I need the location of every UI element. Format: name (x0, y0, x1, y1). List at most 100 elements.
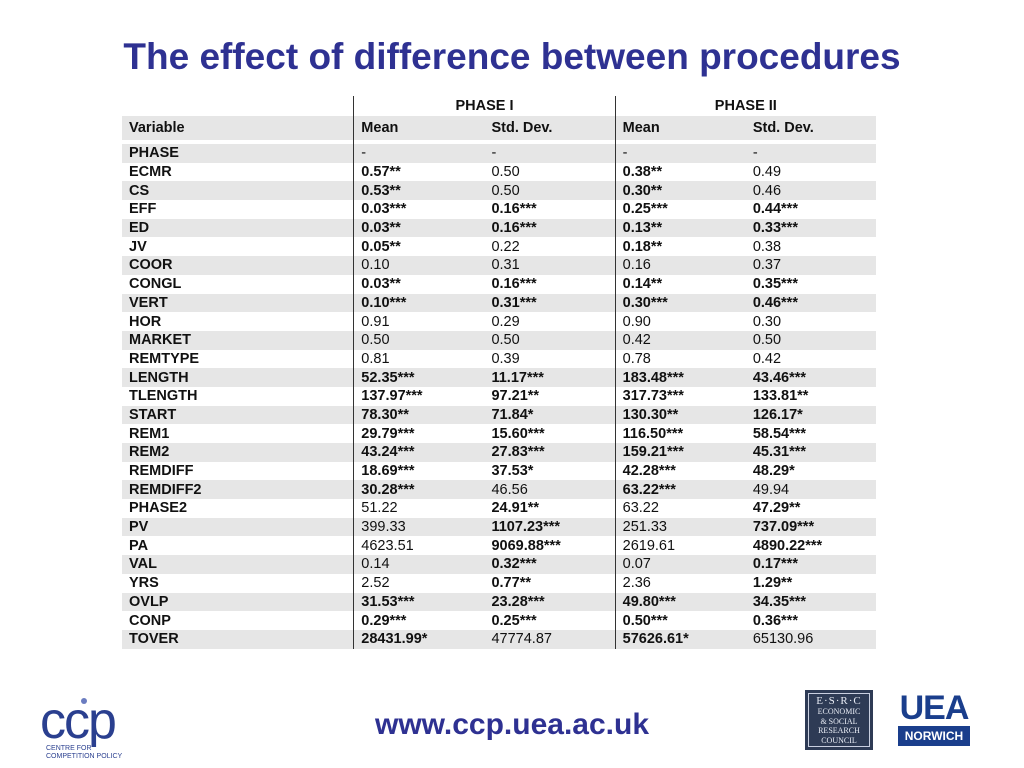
variable-cell: MARKET (122, 330, 354, 350)
table-row: COOR 0.10 0.31 0.16 0.37 (122, 256, 876, 275)
mean-cell-phase-2: 130.30** (614, 405, 746, 425)
column-header-mean-1: Mean (353, 116, 485, 140)
mean-cell-phase-2: 251.33 (614, 517, 746, 537)
std-dev-cell-phase-1: 15.60*** (491, 425, 545, 442)
std-dev-cell-phase-1: - (484, 144, 616, 163)
table-row: REMDIFF2 30.28*** 46.56 63.22*** 49.94 (122, 480, 876, 500)
table-row: PHASE - - - - (122, 144, 876, 163)
std-dev-cell-phase-1: 0.16*** (491, 201, 537, 218)
std-dev-cell-phase-1: 23.28*** (484, 592, 616, 612)
ccp-logo-dot (81, 698, 87, 704)
table-row: REMDIFF 18.69*** 37.53* 42.28*** 48.29* (122, 461, 876, 481)
mean-cell-phase-1: 2.52 (353, 573, 485, 593)
mean-cell-phase-2: 0.90 (614, 312, 746, 331)
mean-cell-phase-1: 28431.99* (353, 629, 485, 649)
table-row: JV 0.05** 0.22 0.18** 0.38 (122, 237, 876, 257)
std-dev-cell-phase-2: 0.17*** (745, 555, 876, 574)
mean-cell-phase-1: 0.57** (353, 162, 485, 182)
std-dev-cell-phase-1: 97.21** (491, 388, 540, 405)
mean-cell-phase-2: 57626.61* (614, 629, 746, 649)
variable-cell: REM1 (129, 425, 170, 442)
std-dev-cell-phase-2: 43.46*** (745, 368, 876, 387)
variable-cell: OVLP (122, 592, 354, 612)
variable-cell: REMDIFF (129, 463, 194, 480)
variable-cell: PV (122, 517, 354, 537)
mean-cell-phase-1: 0.10*** (353, 293, 485, 313)
variable-cell: COOR (122, 256, 354, 275)
column-header-std-1: Std. Dev. (484, 116, 616, 140)
std-dev-cell-phase-2: 737.09*** (745, 517, 876, 537)
std-dev-cell-phase-2: - (745, 144, 876, 163)
mean-cell-phase-1: 0.81 (353, 349, 485, 369)
std-dev-cell-phase-2: 0.38 (752, 238, 782, 255)
table-row: CONGL 0.03** 0.16*** 0.14** 0.35*** (122, 274, 876, 294)
variable-cell: ED (122, 218, 354, 238)
mean-cell-phase-1: 0.10 (353, 256, 485, 275)
std-dev-cell-phase-2: 1.29** (752, 575, 793, 592)
std-dev-cell-phase-2: 0.46 (745, 181, 876, 201)
mean-cell-phase-1: 43.24*** (353, 443, 485, 462)
std-dev-cell-phase-1: 0.31 (484, 256, 616, 275)
std-dev-cell-phase-2: 58.54*** (752, 425, 807, 442)
mean-cell-phase-2: 0.50*** (614, 611, 746, 630)
mean-cell-phase-2: 159.21*** (614, 443, 746, 462)
mean-cell-phase-1: 399.33 (353, 517, 485, 537)
mean-cell-phase-2: 42.28*** (614, 461, 746, 481)
variable-cell: PHASE (122, 144, 354, 163)
std-dev-cell-phase-1: 0.32*** (484, 555, 616, 574)
mean-cell-phase-2: 0.07 (614, 555, 746, 574)
std-dev-cell-phase-2: 0.50 (745, 330, 876, 350)
table-row: MARKET 0.50 0.50 0.42 0.50 (122, 330, 876, 350)
std-dev-cell-phase-1: 0.77** (491, 575, 531, 592)
mean-cell-phase-2: 63.22*** (614, 480, 746, 500)
table-row: START 78.30** 71.84* 130.30** 126.17* (122, 405, 876, 425)
phase-2-header: PHASE II (614, 96, 876, 116)
esrc-logo: E·S·R·C ECONOMIC & SOCIAL RESEARCH COUNC… (805, 690, 873, 750)
std-dev-cell-phase-2: 4890.22*** (752, 537, 823, 554)
std-dev-cell-phase-1: 0.31*** (484, 293, 616, 313)
std-dev-cell-phase-1: 0.16*** (491, 276, 537, 293)
mean-cell-phase-2: 0.14** (614, 274, 746, 294)
std-dev-cell-phase-1: 46.56 (484, 480, 616, 500)
std-dev-cell-phase-2: 0.33*** (745, 218, 876, 238)
mean-cell-phase-1: 18.69*** (353, 461, 485, 481)
uea-norwich-logo: UEA NORWICH (898, 690, 970, 752)
mean-cell-phase-1: 30.28*** (353, 480, 485, 500)
phase-header-row: PHASE I PHASE II (122, 96, 876, 116)
variable-cell: CONP (129, 612, 171, 629)
std-dev-cell-phase-1: 0.50 (484, 181, 616, 201)
variable-cell: REM2 (122, 443, 354, 462)
table-row: ECMR 0.57** 0.50 0.38** 0.49 (122, 162, 876, 182)
std-dev-cell-phase-2: 0.36*** (752, 612, 798, 629)
std-dev-cell-phase-1: 0.39 (491, 350, 520, 367)
variable-cell: REMDIFF2 (122, 480, 354, 500)
variable-cell: LENGTH (122, 368, 354, 387)
std-dev-cell-phase-1: 11.17*** (484, 368, 616, 387)
mean-cell-phase-1: 0.53** (353, 181, 485, 201)
mean-cell-phase-2: 0.42 (614, 330, 746, 350)
std-dev-cell-phase-1: 0.50 (491, 164, 520, 181)
variable-cell: CONGL (129, 276, 182, 293)
mean-cell-phase-2: 317.73*** (614, 386, 746, 406)
std-dev-cell-phase-2: 65130.96 (745, 629, 876, 649)
footer-url[interactable]: www.ccp.uea.ac.uk (375, 708, 649, 741)
table-row: VERT 0.10*** 0.31*** 0.30*** 0.46*** (122, 293, 876, 313)
std-dev-cell-phase-1: 0.22 (491, 238, 520, 255)
variable-cell: ECMR (129, 164, 172, 181)
std-dev-cell-phase-1: 37.53* (491, 463, 534, 480)
column-header-mean-2: Mean (614, 116, 746, 140)
mean-cell-phase-1: 0.14 (353, 555, 485, 574)
variable-cell: VAL (122, 555, 354, 574)
mean-cell-phase-1: 0.05** (353, 237, 485, 257)
std-dev-cell-phase-1: 27.83*** (484, 443, 616, 462)
variable-cell: TOVER (122, 629, 354, 649)
column-header-row: Variable Mean Std. Dev. Mean Std. Dev. (122, 116, 876, 140)
variable-cell: START (122, 405, 354, 425)
mean-cell-phase-1: 78.30** (353, 405, 485, 425)
std-dev-cell-phase-1: 47774.87 (484, 629, 616, 649)
results-table: PHASE I PHASE II Variable Mean Std. Dev.… (122, 96, 876, 649)
column-header-variable: Variable (122, 116, 354, 140)
variable-cell: YRS (129, 575, 159, 592)
mean-cell-phase-2: 49.80*** (614, 592, 746, 612)
std-dev-cell-phase-2: 47.29** (752, 500, 801, 517)
